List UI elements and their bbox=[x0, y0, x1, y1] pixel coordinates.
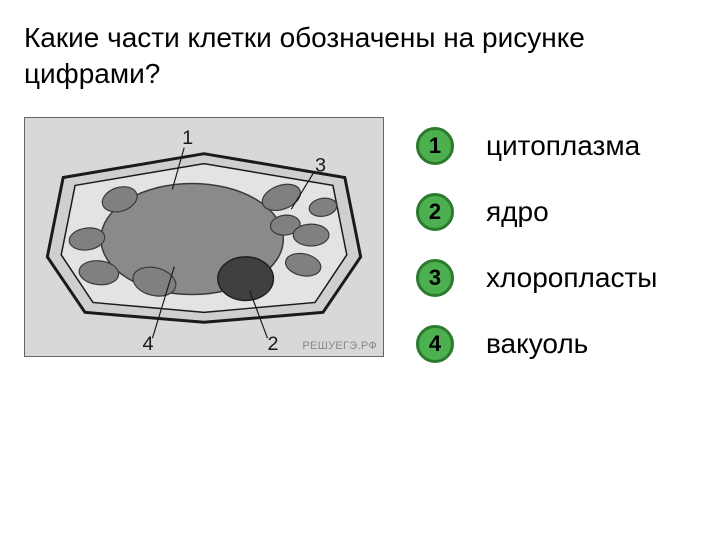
answer-label-2: ядро bbox=[486, 196, 549, 228]
nucleus bbox=[218, 257, 274, 301]
answer-label-1: цитоплазма bbox=[486, 130, 640, 162]
num-badge-4: 4 bbox=[416, 325, 454, 363]
answer-list: 1 цитоплазма 2 ядро 3 хлоропласты 4 ваку… bbox=[416, 117, 657, 363]
num-badge-2: 2 bbox=[416, 193, 454, 231]
cell-diagram: 1 3 2 4 РЕШУЕГЭ.РФ bbox=[24, 117, 384, 357]
answer-row-4: 4 вакуоль bbox=[416, 325, 657, 363]
chloroplast bbox=[293, 224, 329, 246]
cell-svg: 1 3 2 4 bbox=[25, 118, 383, 356]
answer-label-3: хлоропласты bbox=[486, 262, 657, 294]
answer-row-3: 3 хлоропласты bbox=[416, 259, 657, 297]
question-text: Какие части клетки обозначены на рисунке… bbox=[24, 20, 696, 93]
diagram-label-4: 4 bbox=[143, 333, 154, 355]
num-badge-1: 1 bbox=[416, 127, 454, 165]
answer-label-4: вакуоль bbox=[486, 328, 588, 360]
watermark: РЕШУЕГЭ.РФ bbox=[302, 340, 377, 352]
diagram-label-2: 2 bbox=[267, 333, 278, 355]
answer-row-2: 2 ядро bbox=[416, 193, 657, 231]
num-badge-3: 3 bbox=[416, 259, 454, 297]
answer-row-1: 1 цитоплазма bbox=[416, 127, 657, 165]
diagram-label-3: 3 bbox=[315, 154, 326, 176]
diagram-label-1: 1 bbox=[182, 127, 193, 149]
content-area: 1 3 2 4 РЕШУЕГЭ.РФ 1 цитоплазма 2 ядро 3… bbox=[24, 117, 696, 363]
